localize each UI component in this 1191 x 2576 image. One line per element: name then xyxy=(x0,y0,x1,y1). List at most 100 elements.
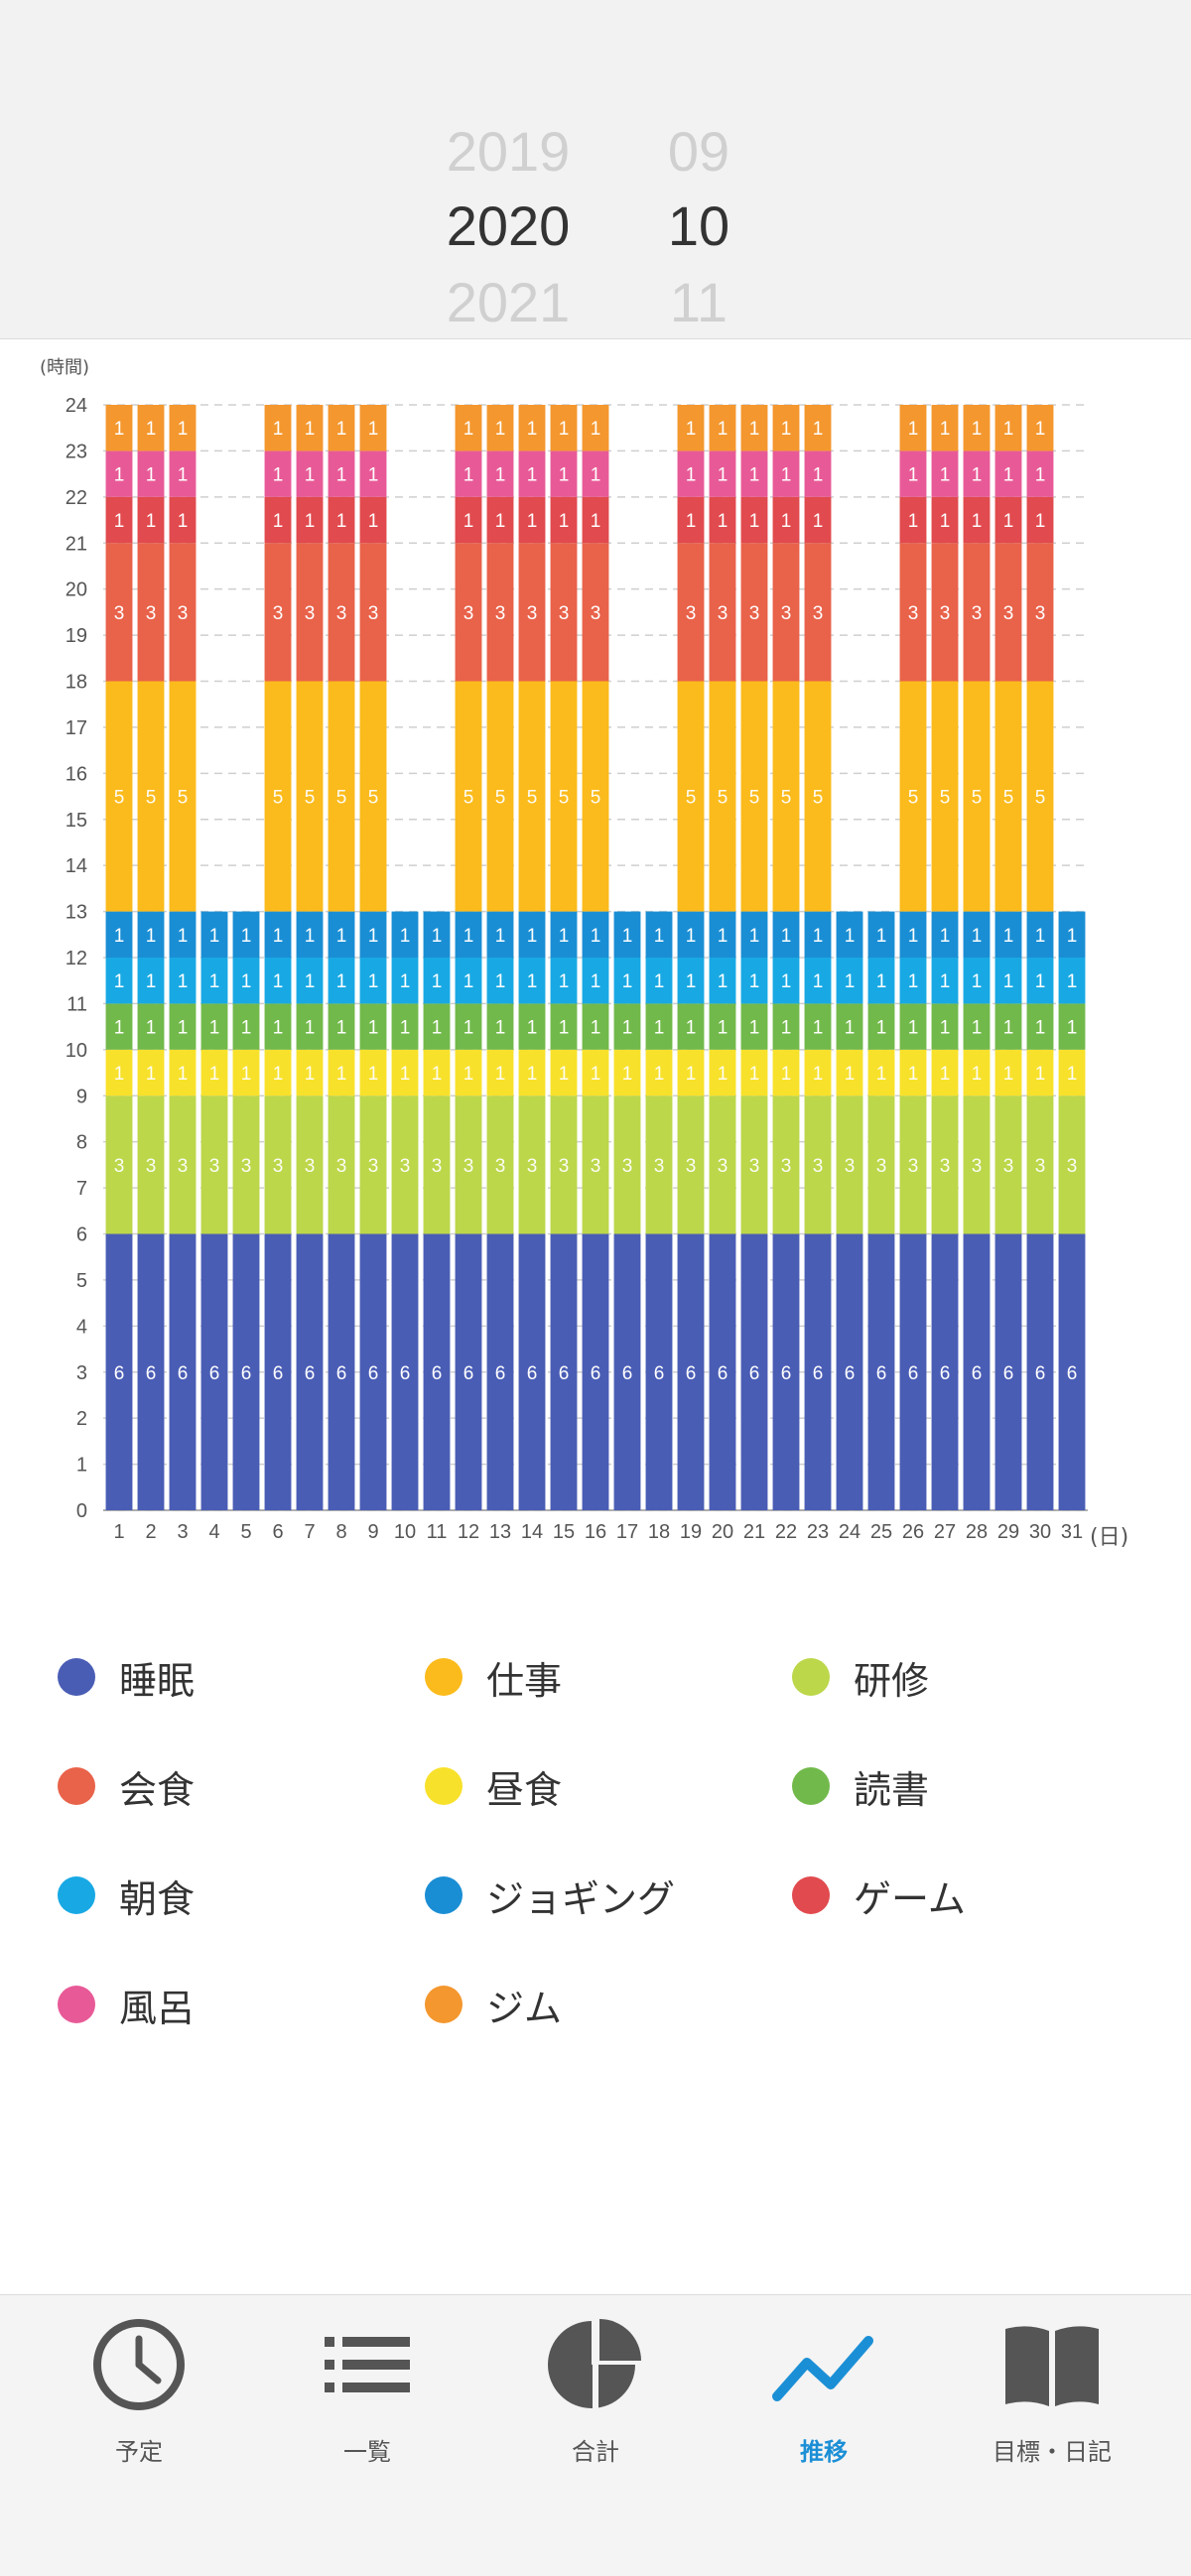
bar-value-label: 1 xyxy=(1067,971,1078,992)
bar-segment xyxy=(455,496,482,544)
bar-segment xyxy=(994,911,1022,958)
bar-value-label: 1 xyxy=(241,971,252,992)
bar-segment xyxy=(772,911,800,958)
bar-segment xyxy=(550,1049,578,1096)
bar-value-label: 6 xyxy=(1003,1363,1014,1384)
tab-goals-diary[interactable]: 目標・日記 xyxy=(973,2315,1131,2494)
bar-segment xyxy=(899,543,927,682)
bar-value-label: 3 xyxy=(336,603,347,624)
bar-value-label: 1 xyxy=(749,1064,760,1085)
bar-value-label: 1 xyxy=(591,1018,601,1039)
bar-segment xyxy=(709,1233,736,1510)
y-tick-label: 21 xyxy=(66,533,87,555)
tab-total[interactable]: 合計 xyxy=(516,2315,675,2494)
bar-segment xyxy=(328,496,355,544)
picker-year-next[interactable]: 2021 xyxy=(446,271,571,333)
picker-month-prev[interactable]: 09 xyxy=(667,120,730,183)
bar-value-label: 1 xyxy=(432,926,443,947)
bar-segment xyxy=(137,451,165,497)
legend-item: 朝食 xyxy=(58,1866,195,1925)
bar-segment xyxy=(772,1003,800,1050)
bar-value-label: 1 xyxy=(686,465,697,486)
y-tick-label: 24 xyxy=(66,395,87,417)
y-tick-label: 17 xyxy=(66,717,87,739)
bar-segment xyxy=(296,1233,324,1510)
y-tick-label: 7 xyxy=(76,1178,87,1200)
bar-segment xyxy=(169,405,197,451)
x-tick-label: 28 xyxy=(966,1521,988,1543)
bar-value-label: 1 xyxy=(368,1018,379,1039)
bar-value-label: 1 xyxy=(908,1064,919,1085)
bar-segment xyxy=(740,681,768,912)
bar-value-label: 1 xyxy=(749,419,760,440)
bar-segment xyxy=(328,1233,355,1510)
bar-value-label: 1 xyxy=(940,511,951,532)
bar-value-label: 1 xyxy=(1035,926,1046,947)
bar-value-label: 1 xyxy=(273,1018,284,1039)
bar-segment xyxy=(804,1095,832,1234)
bar-segment xyxy=(328,405,355,451)
bar-value-label: 1 xyxy=(495,511,506,532)
bar-value-label: 3 xyxy=(972,1156,983,1177)
bar-segment xyxy=(613,1003,641,1050)
year-month-picker[interactable]: 2019 2020 2021 09 10 11 xyxy=(0,0,1191,339)
bar-value-label: 3 xyxy=(527,603,538,624)
picker-month-next[interactable]: 11 xyxy=(669,271,728,333)
bar-segment xyxy=(709,405,736,451)
bar-segment xyxy=(772,681,800,912)
bar-value-label: 1 xyxy=(813,511,824,532)
bar-value-label: 1 xyxy=(749,511,760,532)
tab-label-goals-diary: 目標・日記 xyxy=(992,2438,1112,2466)
bar-segment xyxy=(740,405,768,451)
legend-color-dot xyxy=(58,1876,95,1914)
bar-value-label: 3 xyxy=(781,603,792,624)
bar-value-label: 1 xyxy=(305,419,316,440)
tab-schedule[interactable]: 予定 xyxy=(60,2315,218,2494)
bar-segment xyxy=(677,1003,705,1050)
bar-segment xyxy=(137,1049,165,1096)
tab-list[interactable]: 一覧 xyxy=(288,2315,447,2494)
bar-value-label: 1 xyxy=(178,419,189,440)
bar-segment xyxy=(582,451,609,497)
bar-value-label: 1 xyxy=(368,465,379,486)
clock-icon xyxy=(93,2319,185,2410)
bar-value-label: 1 xyxy=(908,419,919,440)
picker-year-prev[interactable]: 2019 xyxy=(446,120,571,183)
bar-segment xyxy=(518,911,546,958)
picker-month-selected[interactable]: 10 xyxy=(667,194,730,257)
bar-value-label: 3 xyxy=(591,603,601,624)
bar-value-label: 1 xyxy=(940,926,951,947)
bar-segment xyxy=(232,1003,260,1050)
legend-item: 研修 xyxy=(792,1647,929,1707)
bar-segment xyxy=(740,543,768,682)
y-axis-label: (時間) xyxy=(40,357,89,378)
bar-segment xyxy=(550,1003,578,1050)
bar-segment xyxy=(105,1233,133,1510)
bar-segment xyxy=(391,1003,419,1050)
bar-segment xyxy=(740,451,768,497)
picker-year-selected[interactable]: 2020 xyxy=(446,194,571,257)
legend-label: ジム xyxy=(486,1986,563,2030)
bar-segment xyxy=(645,1003,673,1050)
bar-value-label: 1 xyxy=(622,1064,633,1085)
bar-value-label: 1 xyxy=(940,465,951,486)
bar-value-label: 3 xyxy=(146,1156,157,1177)
bar-value-label: 3 xyxy=(114,603,125,624)
y-tick-label: 23 xyxy=(66,441,87,462)
bar-segment xyxy=(232,1049,260,1096)
bar-value-label: 6 xyxy=(559,1363,570,1384)
y-tick-label: 10 xyxy=(66,1040,87,1062)
bar-value-label: 1 xyxy=(336,1064,347,1085)
bar-segment xyxy=(836,1003,863,1050)
bar-segment xyxy=(963,496,991,544)
bar-value-label: 1 xyxy=(813,1064,824,1085)
bar-segment xyxy=(169,1233,197,1510)
tab-trend[interactable]: 推移 xyxy=(744,2315,903,2494)
y-tick-label: 11 xyxy=(66,993,87,1015)
bar-value-label: 1 xyxy=(876,971,887,992)
bar-segment xyxy=(328,1003,355,1050)
bar-segment xyxy=(867,1095,895,1234)
bar-segment xyxy=(264,496,292,544)
bar-segment xyxy=(486,1233,514,1510)
bar-segment xyxy=(359,1095,387,1234)
